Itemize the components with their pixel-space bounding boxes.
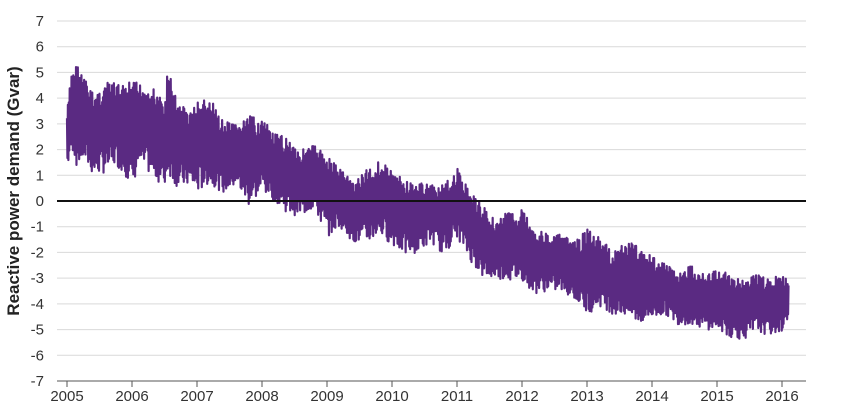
y-axis-title: Reactive power demand (Gvar) <box>4 66 23 315</box>
y-tick-label: 6 <box>36 39 44 56</box>
axis-layer <box>57 380 806 387</box>
y-tick-label: -4 <box>31 296 44 313</box>
y-tick-label: -7 <box>31 373 44 390</box>
x-tick-label: 2007 <box>180 388 213 405</box>
x-tick-label: 2013 <box>570 388 603 405</box>
x-tick-label: 2012 <box>505 388 538 405</box>
x-tick-label: 2016 <box>765 388 798 405</box>
y-tick-label: 0 <box>36 193 44 210</box>
x-tick-label: 2005 <box>50 388 83 405</box>
y-tick-label: -3 <box>31 270 44 287</box>
label-layer: 7 6 5 4 3 2 1 0 -1 -2 -3 -4 -5 -6 -7 2005 2006 2007 2008 20… <box>31 13 799 405</box>
y-tick-label: 2 <box>36 142 44 159</box>
y-tick-label: -5 <box>31 322 44 339</box>
y-tick-label: 7 <box>36 13 44 30</box>
x-tick-label: 2014 <box>635 388 668 405</box>
series-layer <box>65 65 790 340</box>
y-tick-label: -1 <box>31 219 44 236</box>
y-tick-label: -2 <box>31 244 44 261</box>
y-tick-label: 5 <box>36 64 44 81</box>
x-tick-label: 2009 <box>310 388 343 405</box>
x-tick-label: 2008 <box>245 388 278 405</box>
x-tick-label: 2011 <box>441 388 473 405</box>
x-tick-label: 2010 <box>375 388 408 405</box>
series-line <box>65 65 790 340</box>
x-tick-label: 2006 <box>115 388 148 405</box>
y-tick-label: -6 <box>31 347 44 364</box>
y-tick-label: 1 <box>36 167 44 184</box>
y-tick-label: 4 <box>36 90 44 107</box>
x-tick-label: 2015 <box>700 388 733 405</box>
y-tick-label: 3 <box>36 116 44 133</box>
